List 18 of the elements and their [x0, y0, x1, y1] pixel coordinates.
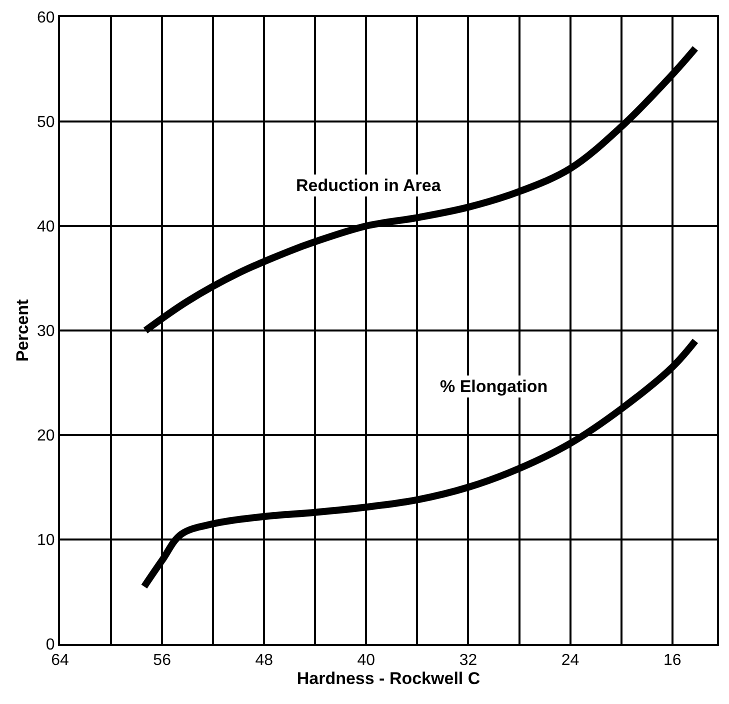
y-tick-label: 50: [37, 114, 55, 132]
y-tick-label: 0: [46, 636, 55, 654]
x-tick-label: 24: [561, 652, 580, 670]
x-tick-label: 56: [153, 652, 172, 670]
y-tick-label: 60: [37, 10, 55, 27]
y-tick-label: 40: [37, 218, 55, 236]
x-tick-label: 16: [663, 652, 682, 670]
x-tick-label: 40: [357, 652, 376, 670]
x-tick-label: 32: [459, 652, 478, 670]
x-tick-label: 64: [51, 652, 69, 670]
y-tick-label: 30: [37, 323, 55, 340]
annotation: Reduction in Area: [296, 176, 442, 195]
y-axis-title: Percent: [13, 298, 32, 362]
y-tick-label: 10: [37, 532, 55, 550]
x-axis-title: Hardness - Rockwell C: [296, 669, 480, 688]
x-tick-label: 48: [255, 652, 274, 670]
annotation: % Elongation: [440, 377, 548, 396]
y-tick-label: 20: [37, 428, 55, 445]
